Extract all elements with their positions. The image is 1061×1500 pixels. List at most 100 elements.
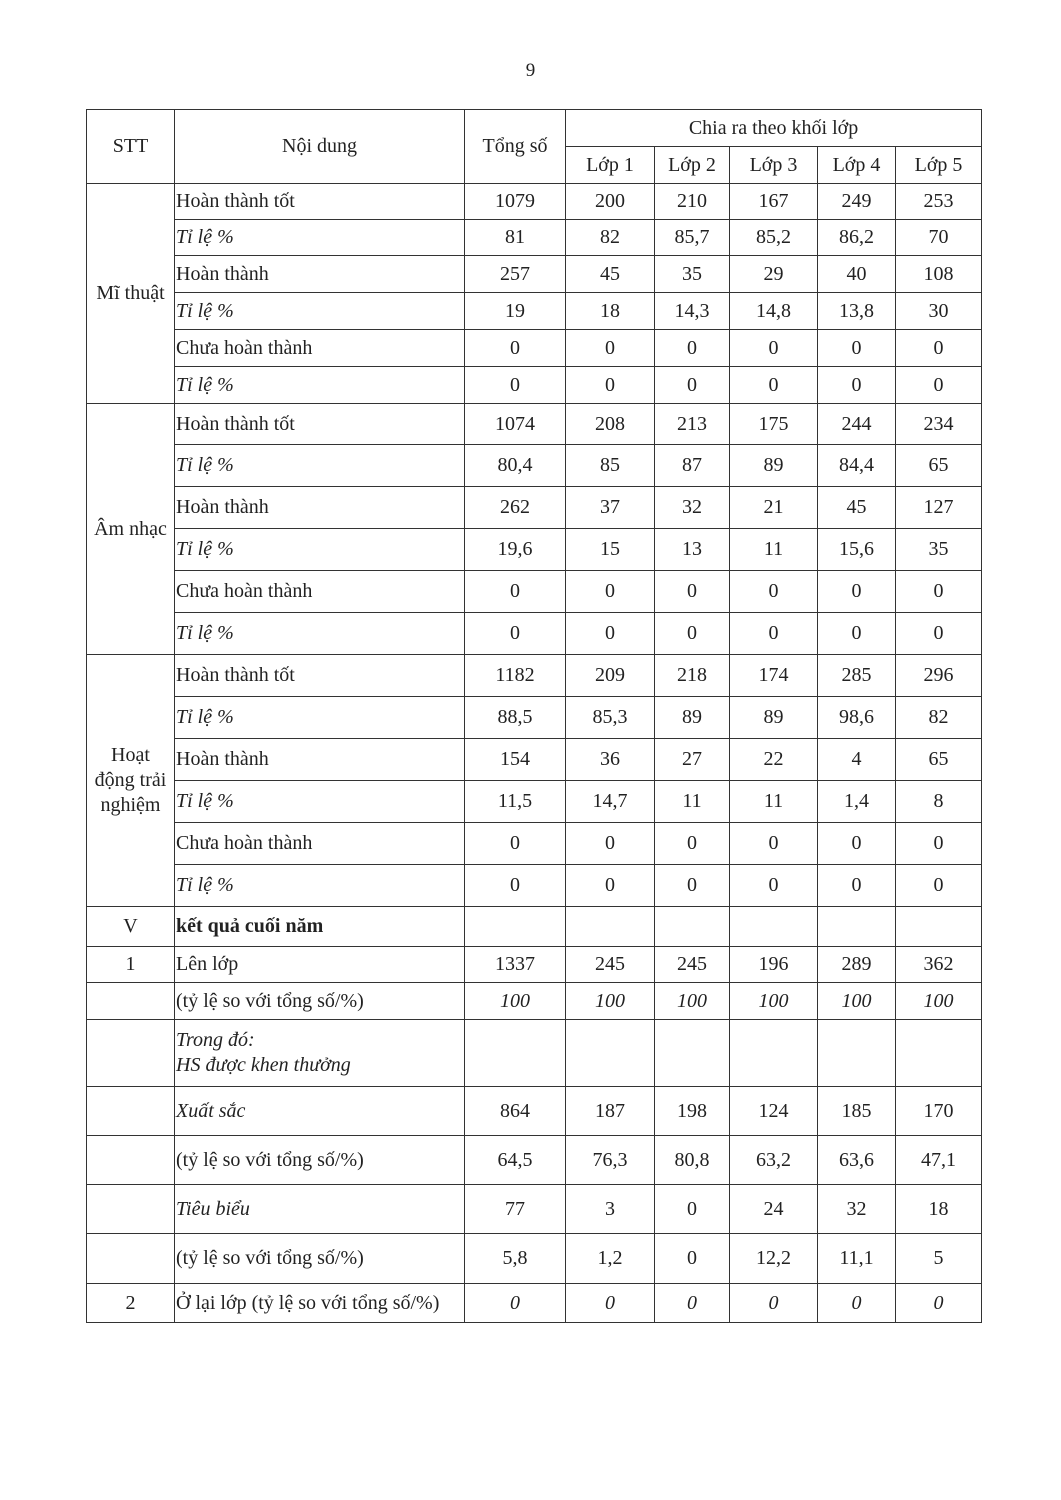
grade-cell: 35 — [654, 255, 730, 293]
row-label: Hoàn thành tốt — [174, 654, 465, 697]
table-row: Tỉ lệ % 80,4 85 87 89 84,4 65 — [87, 444, 983, 487]
grade-cell: 40 — [817, 255, 896, 293]
stt-cell — [86, 1135, 175, 1185]
table-row: Tỉ lệ % 0 0 0 0 0 0 — [87, 864, 983, 907]
grade-cell: 0 — [565, 612, 655, 655]
total-cell: 19,6 — [464, 528, 566, 571]
header-grade: Lớp 4 — [817, 146, 896, 184]
grade-cell: 89 — [654, 696, 730, 739]
header-grade: Lớp 5 — [894, 146, 983, 184]
grade-cell: 124 — [729, 1086, 818, 1136]
row-label: Ở lại lớp (tỷ lệ so với tổng số/%) — [174, 1283, 465, 1323]
grade-cell — [894, 906, 983, 947]
row-label: (tỷ lệ so với tổng số/%) — [174, 1135, 465, 1185]
grade-cell: 82 — [565, 219, 655, 256]
total-cell: 1074 — [464, 403, 566, 445]
grade-cell: 0 — [654, 1283, 730, 1323]
grade-cell: 13 — [654, 528, 730, 571]
stt-cell: 1 — [86, 946, 175, 983]
grade-cell: 18 — [894, 1184, 983, 1234]
grade-cell: 0 — [654, 1184, 730, 1234]
total-cell: 0 — [464, 822, 566, 865]
grade-cell: 234 — [894, 403, 983, 445]
row-label: Tỉ lệ % — [174, 444, 465, 487]
grade-cell: 80,8 — [654, 1135, 730, 1185]
table-row: Trong đó: HS được khen thưởng — [86, 1019, 983, 1087]
total-cell: 88,5 — [464, 696, 566, 739]
grade-cell: 245 — [565, 946, 655, 983]
table-row: Chưa hoàn thành 0 0 0 0 0 0 — [87, 570, 983, 613]
grade-cell — [654, 1019, 730, 1087]
grade-cell: 89 — [729, 444, 818, 487]
total-cell: 81 — [464, 219, 566, 256]
grade-cell: 100 — [654, 982, 730, 1020]
total-cell: 262 — [464, 486, 566, 529]
grade-cell: 175 — [729, 403, 818, 445]
grade-cell: 296 — [894, 654, 983, 697]
row-label: Lên lớp — [174, 946, 465, 983]
grade-cell: 0 — [654, 822, 730, 865]
grade-cell: 47,1 — [894, 1135, 983, 1185]
row-label: Chưa hoàn thành — [174, 822, 465, 865]
grade-cell: 0 — [894, 1283, 983, 1323]
grade-cell: 11 — [729, 780, 818, 823]
table-row: Tỉ lệ % 19,6 15 13 11 15,6 35 — [87, 528, 983, 571]
grade-cell: 213 — [654, 403, 730, 445]
grade-cell: 37 — [565, 486, 655, 529]
grade-cell: 86,2 — [817, 219, 896, 256]
grade-cell: 3 — [565, 1184, 655, 1234]
grade-cell: 0 — [729, 570, 818, 613]
grade-cell: 127 — [894, 486, 983, 529]
header-total: Tổng số — [464, 109, 566, 184]
table-row: (tỷ lệ so với tổng số/%) 64,5 76,3 80,8 63,2… — [86, 1135, 983, 1185]
grade-cell: 0 — [654, 612, 730, 655]
table-row: Hoàn thành 257 45 35 29 40 108 — [87, 255, 983, 293]
table-row: Âm nhạc Hoàn thành tốt 1074 208 213 175 244 234 — [86, 403, 983, 655]
grade-cell: 0 — [565, 366, 655, 404]
grade-cell: 1,4 — [817, 780, 896, 823]
grade-cell: 63,2 — [729, 1135, 818, 1185]
grade-cell: 0 — [894, 366, 983, 404]
grade-cell: 0 — [565, 864, 655, 907]
grade-cell: 14,8 — [729, 292, 818, 330]
total-cell: 11,5 — [464, 780, 566, 823]
grade-cell: 209 — [565, 654, 655, 697]
table-row: Xuất sắc 864 187 198 124 185 170 — [86, 1086, 983, 1136]
grade-cell: 187 — [565, 1086, 655, 1136]
grade-cell: 0 — [817, 1283, 896, 1323]
grade-cell: 0 — [565, 822, 655, 865]
row-label: Chưa hoàn thành — [174, 329, 465, 367]
header-grade: Lớp 2 — [654, 146, 730, 184]
grade-cell: 12,2 — [729, 1233, 818, 1284]
section-label: Mĩ thuật — [86, 183, 175, 404]
grade-cell: 32 — [654, 486, 730, 529]
grade-cell: 15 — [565, 528, 655, 571]
header-row: STT Nội dung Tổng số Chia ra theo khối l… — [86, 109, 983, 184]
table-row: Tỉ lệ % 0 0 0 0 0 0 — [87, 366, 983, 404]
grade-cell: 174 — [729, 654, 818, 697]
grade-cell: 0 — [729, 1283, 818, 1323]
total-cell: 0 — [464, 612, 566, 655]
grade-cell — [894, 1019, 983, 1087]
total-cell: 0 — [464, 1283, 566, 1323]
section-label: Hoạt động trải nghiệm — [86, 654, 175, 907]
table-row: Hoàn thành 262 37 32 21 45 127 — [87, 486, 983, 529]
grade-cell: 5 — [894, 1233, 983, 1284]
stt-cell: V — [86, 906, 175, 947]
total-cell: 5,8 — [464, 1233, 566, 1284]
row-label: Trong đó: HS được khen thưởng — [174, 1019, 465, 1087]
total-cell: 257 — [464, 255, 566, 293]
grade-cell: 11 — [654, 780, 730, 823]
grade-cell: 0 — [729, 612, 818, 655]
header-grade: Lớp 3 — [729, 146, 818, 184]
row-label: (tỷ lệ so với tổng số/%) — [174, 1233, 465, 1284]
grade-cell: 100 — [817, 982, 896, 1020]
grade-cell: 82 — [894, 696, 983, 739]
table-row: (tỷ lệ so với tổng số/%) 5,8 1,2 0 12,2 11,1 5 — [86, 1233, 983, 1284]
total-cell: 864 — [464, 1086, 566, 1136]
grade-cell: 1,2 — [565, 1233, 655, 1284]
grade-cell: 196 — [729, 946, 818, 983]
grade-cell: 0 — [817, 366, 896, 404]
